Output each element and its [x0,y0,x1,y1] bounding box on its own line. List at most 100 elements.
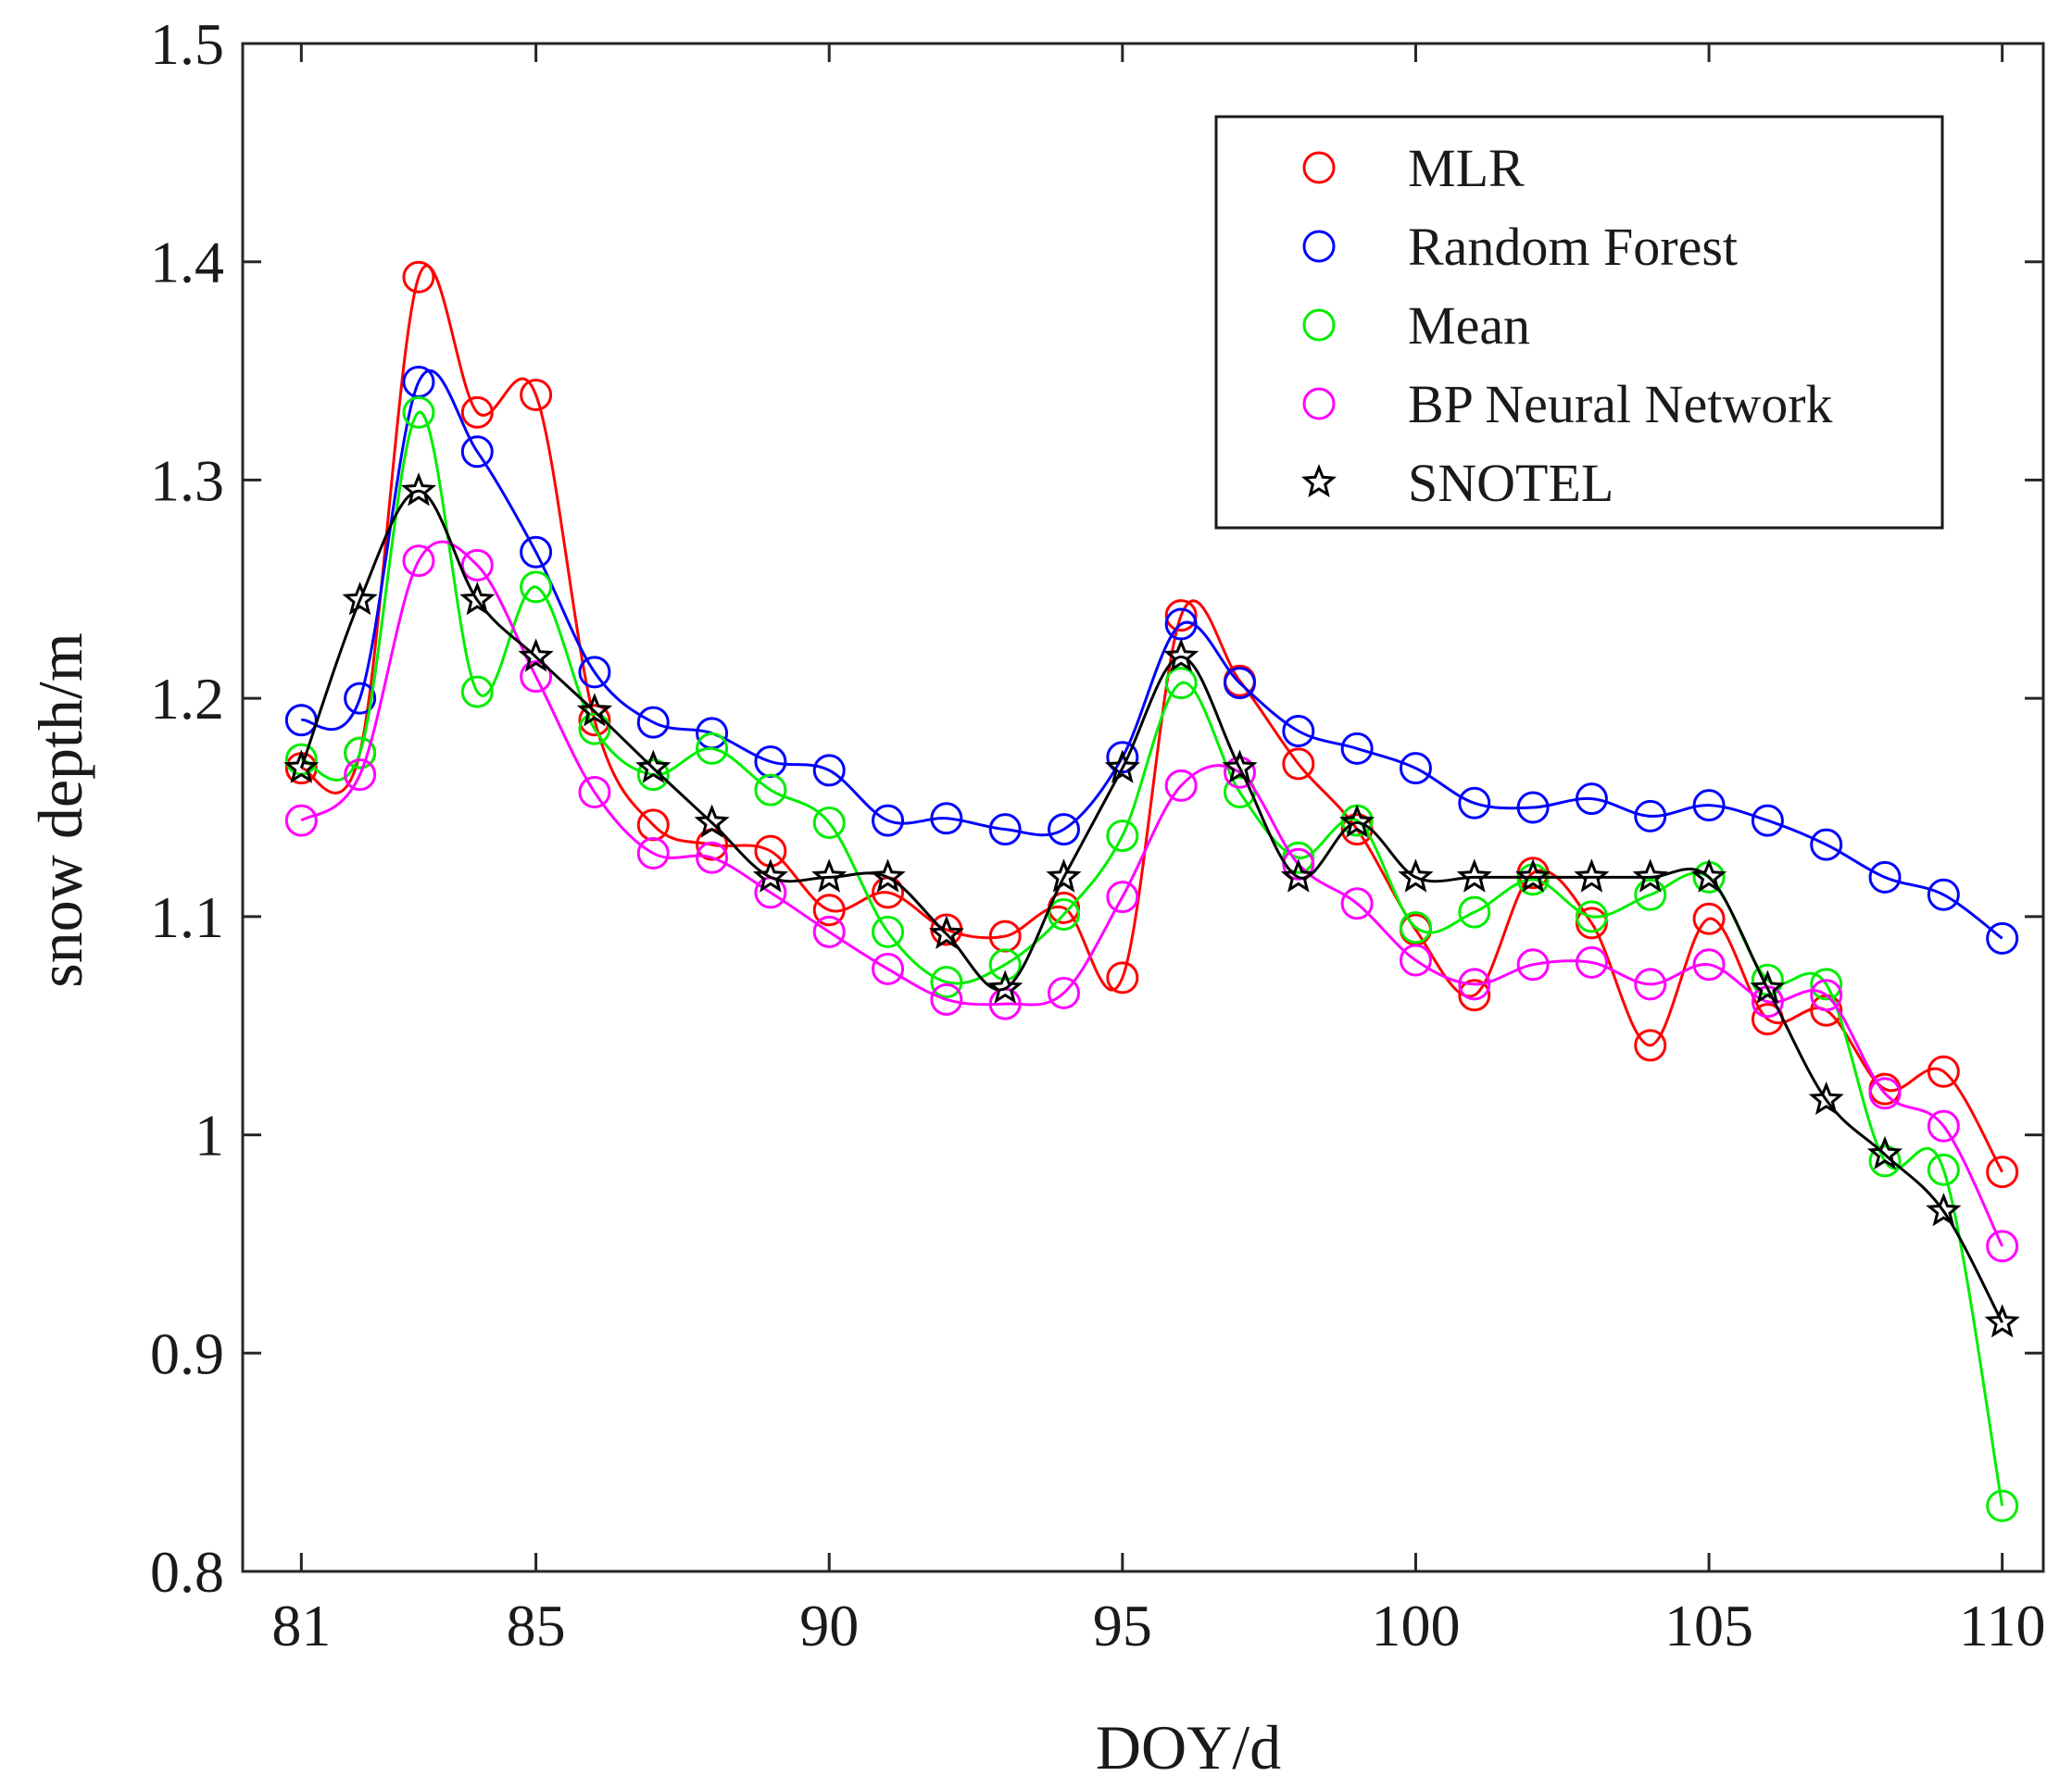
y-axis: 0.8 0.9 1 1.1 1.2 1.3 1.4 1.5 [150,11,2043,1605]
data-point-random-forest [1575,782,1608,816]
data-point-bp-neural-network [1048,976,1081,1009]
x-tick-label: 81 [271,1593,331,1658]
x-tick-label: 110 [1959,1593,2046,1658]
data-point-random-forest [1458,786,1491,819]
x-tick-label: 95 [1093,1593,1152,1658]
data-point-mean [696,732,729,765]
data-point-mean [402,395,435,429]
data-point-random-forest [460,435,494,469]
y-tick-label: 1 [195,1103,224,1169]
plot-area [241,42,2045,1573]
legend-marker-mean [1302,308,1336,342]
data-point-mlr [578,704,611,737]
data-point-mean [1927,1153,1960,1186]
data-point-mean [636,758,670,792]
data-point-bp-neural-network [520,660,553,694]
data-point-bp-neural-network [1106,881,1139,914]
data-point-random-forest [1634,799,1667,832]
legend-label-mlr: MLR [1408,138,1525,198]
data-point-random-forest [1986,921,2019,955]
legend-marker-mlr [1302,151,1336,184]
data-point-snotel [1632,858,1668,893]
data-point-snotel [752,858,788,893]
data-point-mean [1048,898,1081,931]
data-point-snotel [1750,970,1786,1004]
data-point-mean [1868,1145,1902,1178]
data-point-snotel [987,970,1023,1004]
series-line-mean [300,410,2004,1507]
data-point-mlr [1634,1029,1667,1062]
data-point-bp-neural-network [812,915,846,948]
data-point-random-forest [872,804,905,837]
x-tick-label: 90 [799,1593,859,1658]
data-point-mean [1164,667,1198,700]
data-point-random-forest [1223,667,1256,700]
data-point-bp-neural-network [1282,847,1315,881]
data-point-mean [1458,895,1491,929]
data-point-snotel [518,638,554,672]
data-point-snotel [283,749,320,783]
data-point-random-forest [1810,828,1843,861]
y-tick-label: 1.2 [150,666,224,732]
series-bp-neural-network [284,540,2019,1263]
legend: MLR Random Forest Mean BP Neural Network SNO… [1214,115,1944,530]
data-point-mean [1399,911,1432,945]
data-point-bp-neural-network [1986,1230,2019,1263]
data-point-random-forest [578,656,611,689]
data-point-snotel [1163,638,1199,672]
data-point-bp-neural-network [1692,948,1726,982]
data-point-mean [1810,968,1843,1001]
data-point-mean [578,712,611,745]
data-point-bp-neural-network [1458,968,1491,1001]
series-line-random-forest [300,369,2003,940]
data-point-random-forest [988,813,1022,846]
data-point-mlr [812,894,846,927]
data-point-snotel [400,472,437,507]
data-point-random-forest [1751,804,1784,837]
data-point-mean [1106,819,1139,853]
data-point-bp-neural-network [1868,1077,1902,1110]
data-point-bp-neural-network [402,544,435,578]
data-point-random-forest [812,754,846,787]
series-line-bp-neural-network [300,540,2004,1247]
data-point-snotel [1046,858,1082,893]
series-snotel [283,472,2020,1338]
data-point-snotel [1104,749,1140,783]
data-point-mean [872,915,905,948]
data-point-mean [344,736,377,769]
data-point-mean [1986,1489,2019,1522]
data-point-bp-neural-network [872,952,905,985]
y-tick-label: 1.4 [150,230,224,295]
data-point-mean [1575,900,1608,933]
data-point-snotel [1398,858,1434,893]
data-point-bp-neural-network [1927,1109,1960,1143]
data-point-snotel [694,804,730,838]
data-point-mean [754,773,787,807]
axes-box [241,42,2045,1573]
data-point-bp-neural-network [1516,948,1550,982]
data-point-random-forest [1282,715,1315,747]
data-point-snotel [1984,1304,2020,1338]
data-point-random-forest [636,706,670,739]
data-point-random-forest [1868,860,1902,894]
data-point-snotel [576,693,613,727]
data-point-random-forest [1692,789,1726,822]
series-random-forest [284,365,2019,955]
y-tick-label: 0.8 [150,1539,224,1605]
data-point-snotel [459,582,496,616]
data-point-snotel [1280,858,1316,893]
data-point-snotel [1456,858,1492,893]
data-point-mean [988,948,1022,982]
data-point-random-forest [344,682,377,715]
data-point-mlr [1927,1055,1960,1088]
data-point-bp-neural-network [344,758,377,792]
data-point-mlr [520,379,553,411]
data-point-random-forest [1340,732,1374,765]
data-point-snotel [1690,858,1727,893]
data-point-bp-neural-network [1810,979,1843,1012]
data-point-random-forest [1399,752,1432,785]
legend-label-snotel: SNOTEL [1408,453,1614,513]
data-point-random-forest [1927,878,1960,911]
legend-marker-bp-neural-network [1302,387,1336,420]
data-point-mlr [402,260,435,294]
